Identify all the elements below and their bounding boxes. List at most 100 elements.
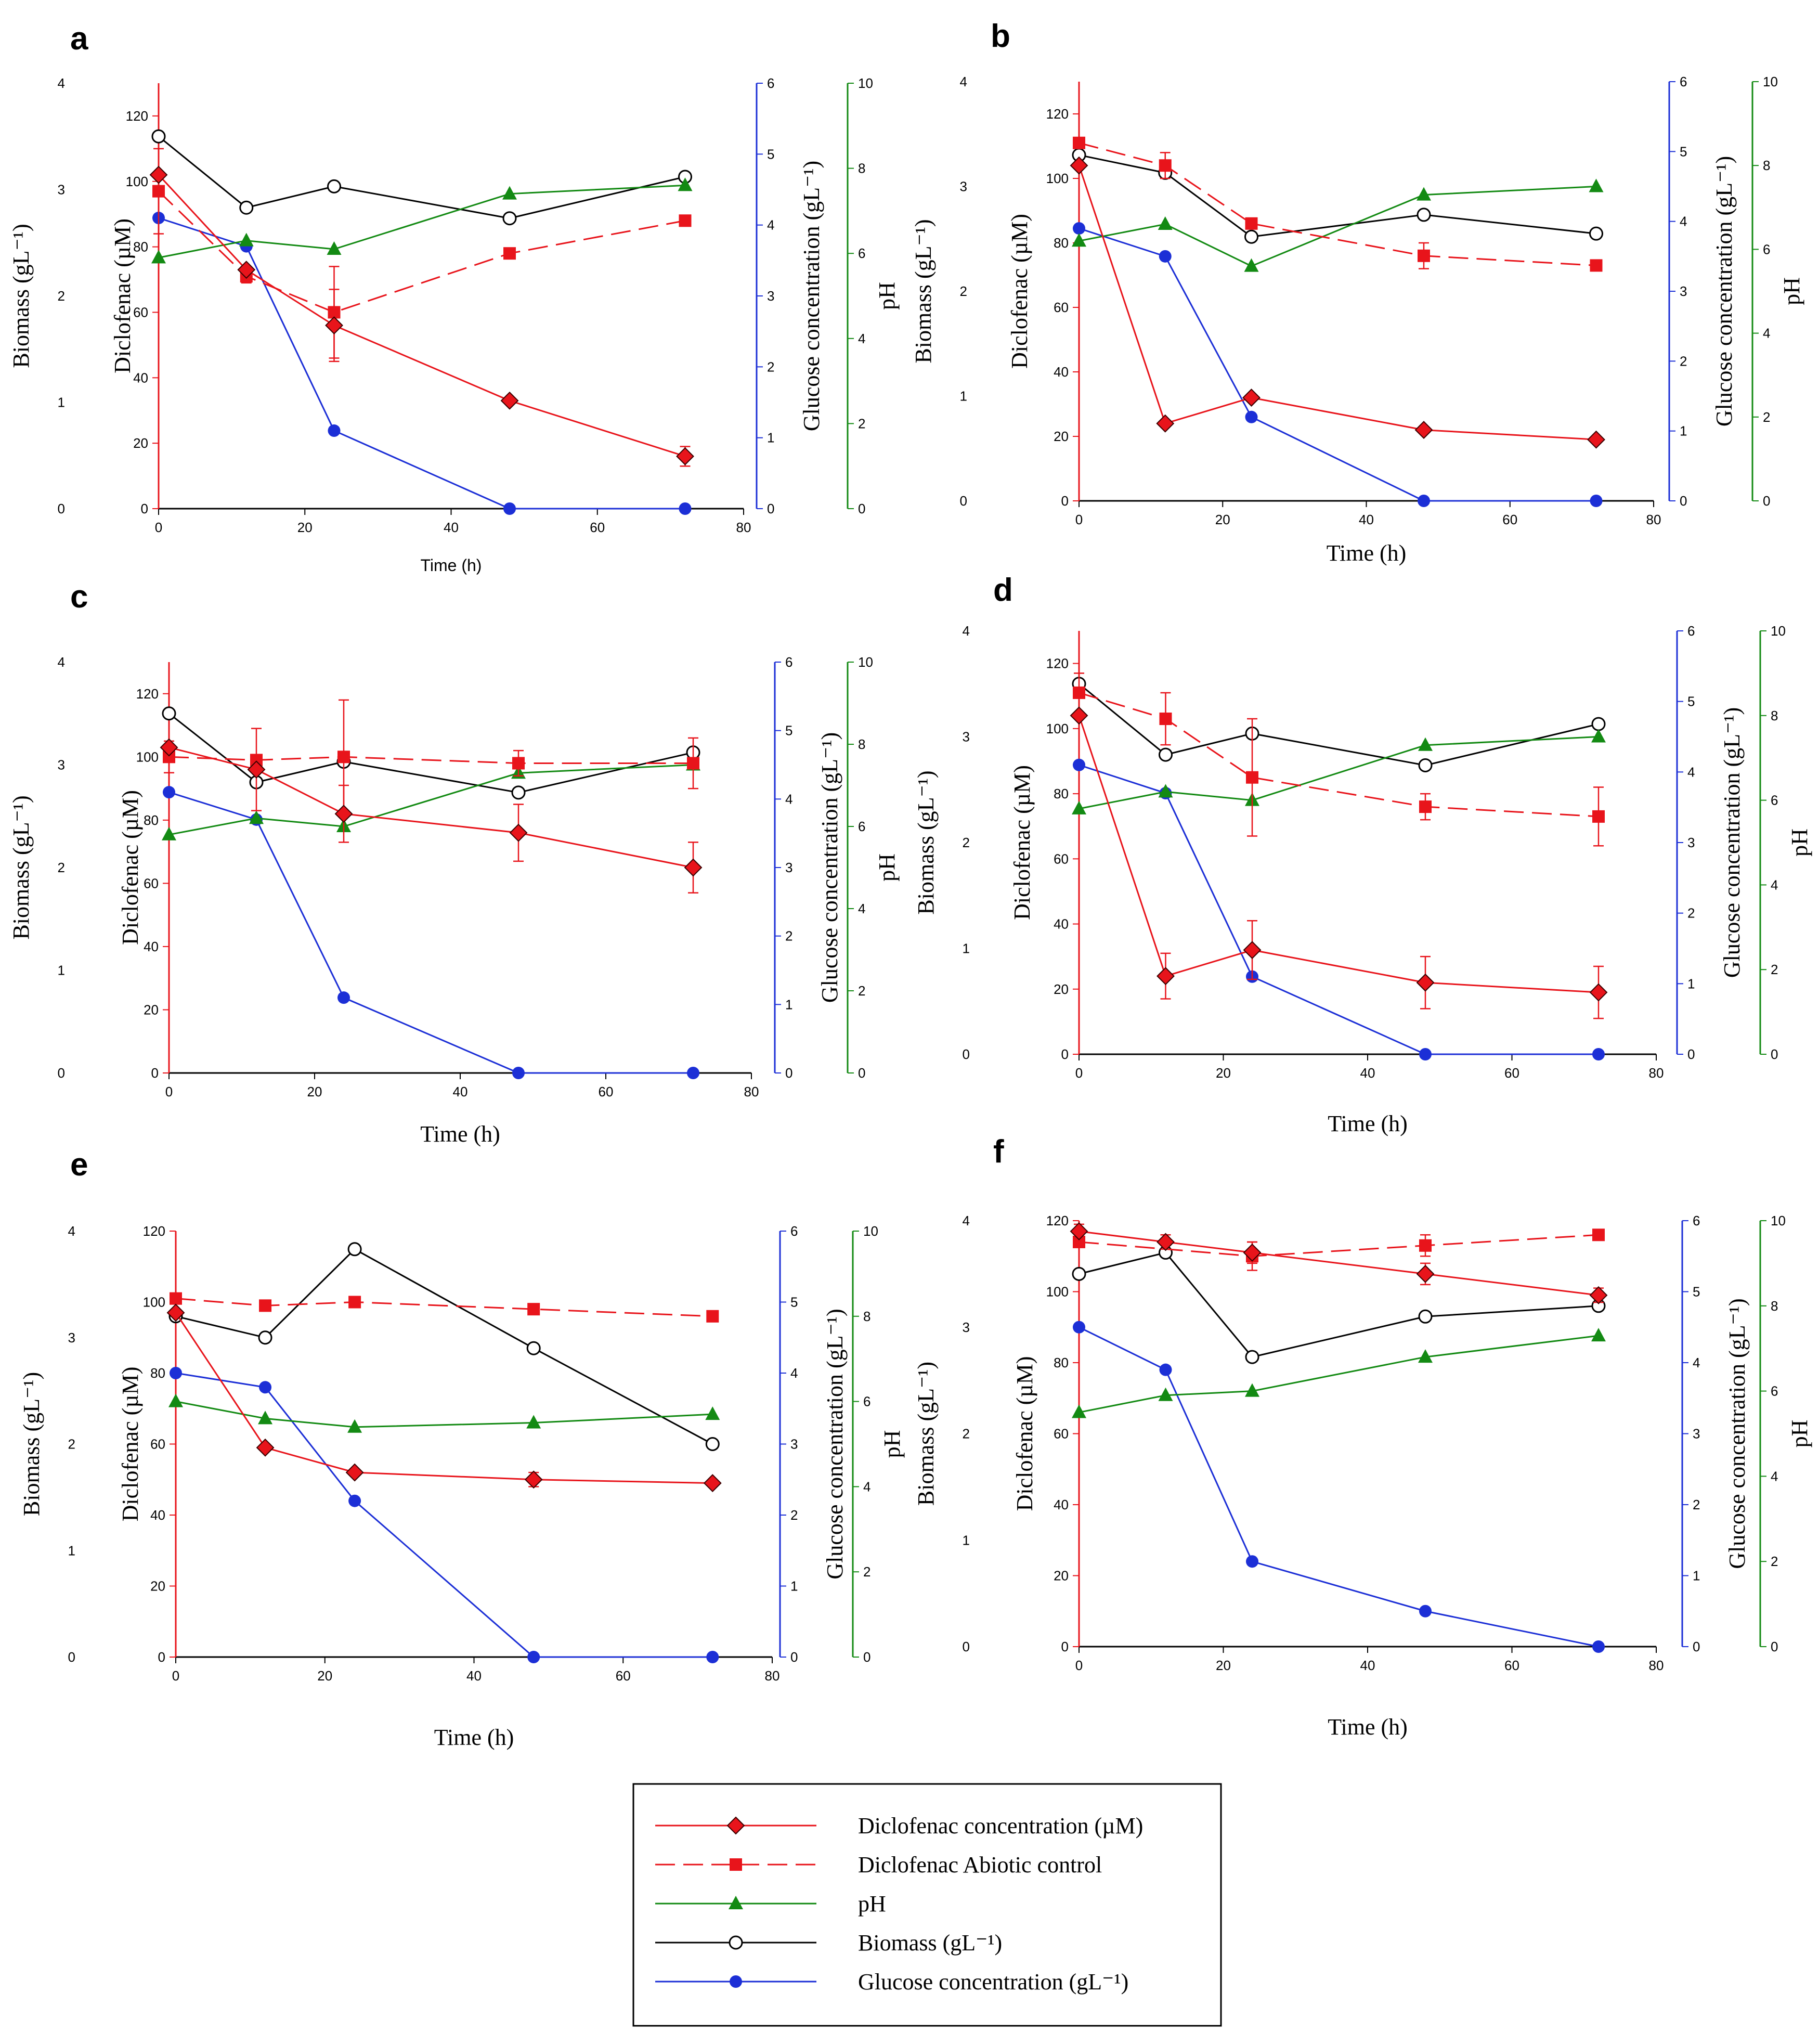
glucose-tick-label: 6: [1693, 1213, 1700, 1228]
ph-tick-label: 10: [858, 654, 873, 670]
diclofenac-point: [256, 1438, 275, 1457]
ph-point: [1158, 1387, 1173, 1401]
series-glucose: [163, 786, 699, 1079]
diclofenac-tick-label: 60: [133, 304, 148, 320]
glucose-point: [1418, 495, 1430, 507]
ph-tick-label: 6: [1771, 1383, 1778, 1399]
glucose-point: [1159, 1363, 1172, 1376]
biomass-tick-label: 4: [963, 1213, 970, 1228]
biomass-line: [1079, 683, 1599, 766]
abiotic-point: [679, 214, 692, 227]
series-ph: [1072, 1328, 1606, 1418]
panel-e: e0 20 40 60 80012340204060801001200123456024…: [19, 1147, 905, 1750]
ph-tick-label: 6: [858, 819, 865, 834]
legend-item-ph: pH: [655, 1891, 886, 1917]
diclofenac-line: [1078, 165, 1596, 441]
glucose-point: [1245, 410, 1258, 423]
ph-point: [526, 1415, 541, 1429]
series-diclofenac: [149, 165, 694, 467]
biomass-axis-title: Biomass (gL⁻¹): [19, 1372, 44, 1516]
ph-point: [1589, 178, 1604, 192]
diclofenac-tick-label: 20: [150, 1579, 165, 1594]
biomass-point: [511, 785, 526, 800]
abiotic-point: [1246, 771, 1258, 784]
ph-tick-label: 6: [858, 245, 865, 261]
panel-label: d: [993, 572, 1013, 608]
ph-point: [1072, 233, 1086, 247]
glucose-tick-label: 6: [790, 1223, 798, 1239]
ph-axis-title: pH: [879, 1430, 905, 1458]
diclofenac-point: [166, 1303, 185, 1322]
x-tick-label: 80: [1649, 1658, 1664, 1673]
diclofenac-tick-label: 60: [150, 1437, 165, 1452]
ph-point: [1591, 729, 1606, 743]
glucose-point: [1419, 1048, 1432, 1060]
biomass-axis-title: Biomass (gL⁻¹): [8, 224, 34, 368]
panel-label: c: [70, 579, 88, 615]
series-biomass: [151, 129, 692, 226]
abiotic-point: [1159, 159, 1172, 172]
x-tick-label: 0: [1075, 1065, 1083, 1081]
diclofenac-point: [334, 805, 353, 823]
ph-tick-label: 10: [858, 75, 873, 91]
biomass-point: [1159, 747, 1173, 762]
glucose-tick-label: 2: [785, 928, 792, 944]
abiotic-line: [1079, 142, 1596, 266]
abiotic-point: [706, 1310, 719, 1323]
glucose-tick-label: 3: [785, 860, 792, 875]
abiotic-point: [1073, 136, 1085, 149]
legend-marker: [726, 1816, 745, 1835]
biomass-tick-label: 4: [58, 75, 65, 91]
diclofenac-point: [1414, 421, 1433, 439]
x-tick-label: 0: [155, 520, 162, 535]
diclofenac-axis-title: Diclofenac (µM): [118, 1367, 143, 1522]
ph-tick-label: 8: [858, 736, 865, 752]
glucose-tick-label: 2: [790, 1507, 798, 1523]
diclofenac-tick-label: 100: [143, 1295, 165, 1310]
glucose-tick-label: 3: [767, 288, 774, 304]
time-axis-title: Time (h): [420, 1121, 500, 1147]
biomass-point: [1244, 229, 1258, 244]
series-diclofenac: [1070, 156, 1605, 449]
diclofenac-point: [1587, 430, 1605, 449]
diclofenac-tick-label: 120: [126, 108, 148, 124]
time-axis-title: Time (h): [1327, 540, 1407, 566]
diclofenac-tick-label: 20: [1054, 981, 1069, 997]
ph-point: [705, 1406, 720, 1420]
biomass-tick-label: 3: [960, 179, 967, 195]
glucose-tick-label: 3: [790, 1437, 798, 1452]
glucose-tick-label: 0: [1680, 493, 1687, 509]
legend-item-abiotic: Diclofenac Abiotic control: [655, 1852, 1102, 1878]
diclofenac-tick-label: 100: [1046, 721, 1069, 736]
biomass-axis-title: Biomass (gL⁻¹): [8, 795, 34, 939]
glucose-point: [337, 991, 350, 1004]
ph-point: [258, 1411, 273, 1425]
series-diclofenac: [166, 1303, 722, 1492]
diclofenac-point: [1416, 1264, 1435, 1283]
ph-point: [1072, 800, 1086, 814]
diclofenac-point: [1156, 414, 1175, 433]
series-glucose: [1073, 1321, 1605, 1653]
glucose-point: [527, 1651, 540, 1663]
diclofenac-point: [1416, 973, 1435, 992]
diclofenac-point: [160, 738, 178, 757]
series-abiotic: [1073, 136, 1603, 272]
x-tick-label: 40: [1360, 1658, 1375, 1673]
glucose-tick-label: 1: [767, 430, 774, 446]
diclofenac-axis-title: Diclofenac (µM): [1012, 1356, 1037, 1511]
diclofenac-tick-label: 60: [1054, 1426, 1069, 1442]
biomass-point: [1589, 226, 1603, 241]
diclofenac-point: [1070, 706, 1088, 725]
glucose-axis-title: Glucose concentration (gL⁻¹): [1711, 156, 1737, 426]
glucose-point: [1592, 1640, 1605, 1653]
diclofenac-tick-label: 40: [1054, 364, 1069, 380]
ph-tick-label: 4: [863, 1479, 870, 1494]
glucose-line: [175, 1372, 713, 1658]
x-tick-label: 40: [1359, 512, 1374, 527]
x-tick-label: 60: [1502, 512, 1517, 527]
diclofenac-point: [1070, 1222, 1088, 1240]
biomass-tick-label: 2: [963, 835, 970, 850]
glucose-axis-title: Glucose concentration (gL⁻¹): [822, 1309, 848, 1579]
glucose-tick-label: 4: [1680, 214, 1687, 229]
series-diclofenac: [1070, 1222, 1608, 1304]
